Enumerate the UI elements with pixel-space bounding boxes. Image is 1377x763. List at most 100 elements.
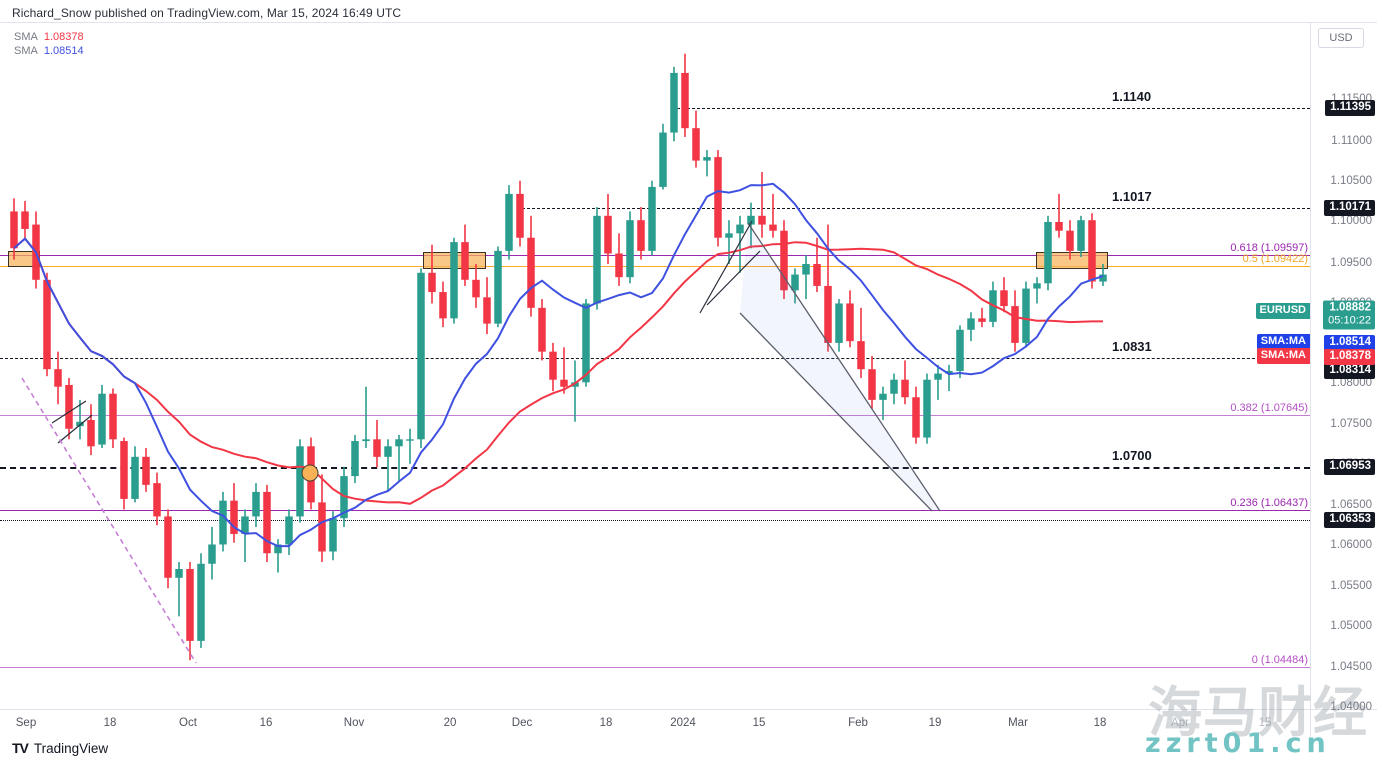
candle-body[interactable] (76, 421, 84, 427)
candle-body[interactable] (516, 193, 524, 238)
candle-body[interactable] (1000, 290, 1008, 307)
candle-body[interactable] (791, 274, 799, 291)
resistance-1-1140[interactable] (672, 108, 1310, 109)
last-price-pill[interactable]: 1.08882 05:10:22 (1323, 300, 1375, 330)
fib-line-0-236[interactable] (0, 510, 1310, 511)
price-marker-dot[interactable] (301, 464, 319, 482)
candle-body[interactable] (186, 569, 194, 641)
candle-body[interactable] (252, 491, 260, 517)
candle-body[interactable] (835, 303, 843, 343)
candle-body[interactable] (274, 544, 282, 554)
candle-body[interactable] (670, 72, 678, 133)
candle-body[interactable] (714, 157, 722, 238)
price-pill[interactable]: 1.10171 (1324, 200, 1375, 216)
candle-body[interactable] (472, 279, 480, 298)
candle-body[interactable] (846, 303, 854, 342)
candle-body[interactable] (538, 307, 546, 352)
candle-body[interactable] (351, 441, 359, 477)
candle-body[interactable] (890, 379, 898, 394)
candle-body[interactable] (406, 439, 414, 441)
candle-body[interactable] (626, 220, 634, 278)
candle-body[interactable] (153, 483, 161, 517)
candle-body[interactable] (131, 456, 139, 499)
candle-body[interactable] (65, 384, 73, 429)
candle-body[interactable] (912, 397, 920, 438)
candle-body[interactable] (197, 563, 205, 641)
candle-body[interactable] (494, 250, 502, 324)
price-pill[interactable]: 1.06953 (1324, 459, 1375, 475)
candle-body[interactable] (21, 211, 29, 229)
candle-body[interactable] (1055, 221, 1063, 231)
candle-body[interactable] (428, 272, 436, 293)
candle-body[interactable] (725, 233, 733, 238)
candle-body[interactable] (560, 379, 568, 387)
price-axis[interactable]: 1.115001.110001.105001.100001.095001.090… (1310, 22, 1377, 713)
price-pill[interactable]: 1.06353 (1324, 512, 1375, 528)
support-1-0831[interactable] (0, 358, 1310, 359)
candle-body[interactable] (604, 215, 612, 254)
candle-body[interactable] (527, 237, 535, 308)
candle-body[interactable] (681, 72, 689, 129)
candle-body[interactable] (736, 224, 744, 234)
candle-body[interactable] (934, 373, 942, 380)
indicator-legend[interactable]: SMA 1.08378 SMA 1.08514 (14, 30, 84, 58)
fib-line-0[interactable] (0, 667, 1310, 668)
candle-body[interactable] (208, 544, 216, 564)
supply-zone-mid[interactable] (423, 252, 486, 269)
candle-body[interactable] (1088, 220, 1096, 282)
candle-body[interactable] (967, 318, 975, 330)
candle-body[interactable] (758, 215, 766, 225)
legend-row-sma-fast[interactable]: SMA 1.08514 (14, 44, 84, 58)
candle-body[interactable] (373, 439, 381, 457)
candle-body[interactable] (483, 297, 491, 324)
candle-body[interactable] (175, 569, 183, 578)
resistance-1-1017[interactable] (522, 208, 1310, 209)
candle-body[interactable] (703, 157, 711, 161)
candle-body[interactable] (87, 420, 95, 447)
candle-body[interactable] (98, 393, 106, 445)
legend-row-sma-slow[interactable]: SMA 1.08378 (14, 30, 84, 44)
candle-body[interactable] (219, 500, 227, 545)
candle-body[interactable] (1011, 306, 1019, 343)
fib-line-0-618[interactable] (0, 255, 1310, 256)
candle-body[interactable] (923, 379, 931, 438)
candle-body[interactable] (769, 224, 777, 231)
candle-body[interactable] (329, 518, 337, 552)
candle-body[interactable] (824, 285, 832, 343)
candle-body[interactable] (1033, 283, 1041, 289)
price-pill[interactable]: 1.08314 (1324, 363, 1375, 379)
fib-line-0-5[interactable] (0, 266, 1310, 267)
candle-body[interactable] (1022, 288, 1030, 343)
candle-body[interactable] (296, 446, 304, 517)
indicator-tag-sma-fast[interactable]: SMA:MA (1256, 334, 1310, 350)
candle-body[interactable] (637, 220, 645, 251)
candle-body[interactable] (879, 393, 887, 400)
dotted-low-line[interactable] (0, 520, 1310, 521)
symbol-tag-eurusd[interactable]: EURUSD (1255, 303, 1310, 319)
candle-body[interactable] (439, 292, 447, 319)
candle-body[interactable] (747, 215, 755, 225)
candle-body[interactable] (1077, 220, 1085, 251)
candle-body[interactable] (384, 446, 392, 457)
fib-line-0-382[interactable] (0, 415, 1310, 416)
drawing-tools-layer[interactable] (0, 23, 1310, 710)
time-axis[interactable]: Sep 18 Oct 16 Nov 20 Dec 18 2024 15 Feb 19 Mar 18 Apr 1… (0, 710, 1310, 738)
candle-body[interactable] (857, 341, 865, 370)
candle-body[interactable] (43, 279, 51, 370)
candle-body[interactable] (868, 369, 876, 400)
candle-body[interactable] (978, 318, 986, 322)
candle-body[interactable] (571, 382, 579, 387)
candle-body[interactable] (593, 215, 601, 304)
indicator-tag-sma-slow[interactable]: SMA:MA (1256, 348, 1310, 364)
candle-body[interactable] (901, 379, 909, 398)
candle-body[interactable] (1099, 274, 1107, 282)
support-1-0700[interactable] (0, 467, 1310, 469)
candle-body[interactable] (263, 491, 271, 554)
candle-body[interactable] (813, 264, 821, 286)
candle-body[interactable] (780, 230, 788, 291)
tradingview-footer[interactable]: TV TradingView (12, 740, 108, 756)
price-pill[interactable]: 1.11395 (1325, 100, 1375, 116)
currency-button[interactable]: USD (1318, 28, 1364, 48)
candle-body[interactable] (549, 351, 557, 380)
candle-body[interactable] (582, 303, 590, 383)
